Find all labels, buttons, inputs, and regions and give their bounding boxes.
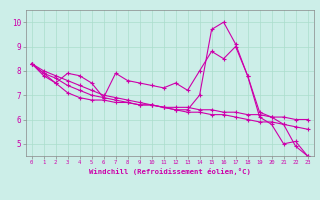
X-axis label: Windchill (Refroidissement éolien,°C): Windchill (Refroidissement éolien,°C) [89, 168, 251, 175]
